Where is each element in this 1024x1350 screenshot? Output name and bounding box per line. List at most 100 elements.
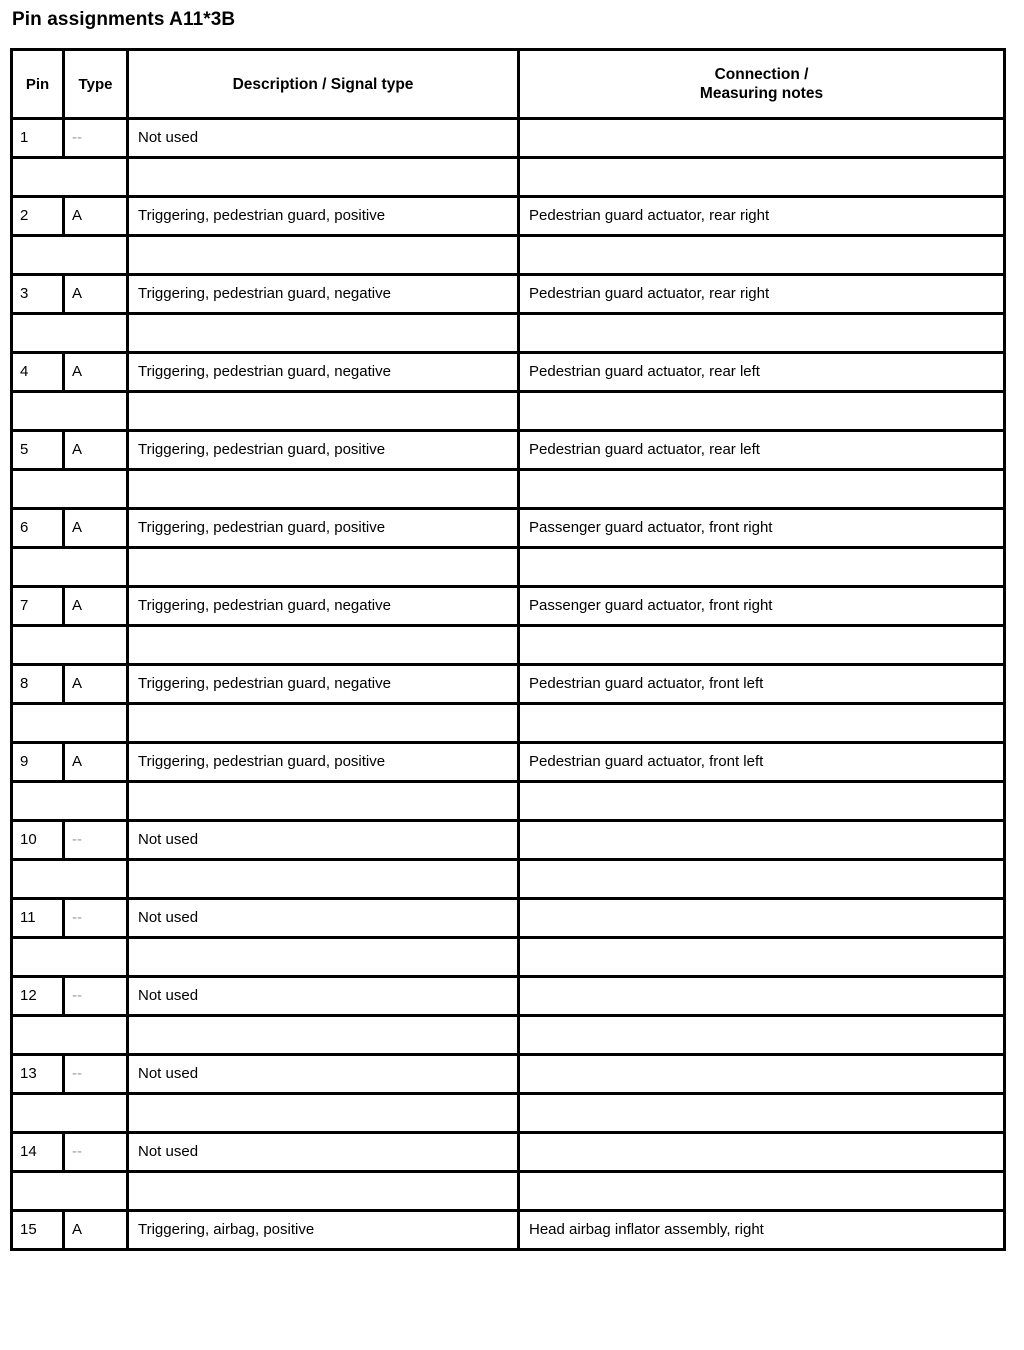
spacer-cell-pin-type: [10, 312, 129, 354]
cell-type: A: [62, 663, 129, 705]
cell-pin: 5: [10, 429, 65, 471]
spacer-cell-pin-type: [10, 156, 129, 198]
cell-connection: Pedestrian guard actuator, rear right: [517, 195, 1006, 237]
spacer-cell-description: [126, 156, 520, 198]
table-row: 6 A Triggering, pedestrian guard, positive…: [10, 507, 1006, 549]
cell-connection: Pedestrian guard actuator, rear left: [517, 351, 1006, 393]
table-spacer-row: [10, 858, 1006, 900]
cell-connection: [517, 819, 1006, 861]
spacer-cell-description: [126, 624, 520, 666]
spacer-cell-pin-type: [10, 468, 129, 510]
spacer-cell-connection: [517, 624, 1006, 666]
spacer-cell-pin-type: [10, 546, 129, 588]
cell-description: Triggering, pedestrian guard, negative: [126, 351, 520, 393]
spacer-cell-description: [126, 1170, 520, 1212]
table-row: 13 -- Not used: [10, 1053, 1006, 1095]
table-spacer-row: [10, 1092, 1006, 1134]
table-row: 7 A Triggering, pedestrian guard, negative…: [10, 585, 1006, 627]
cell-connection: Pedestrian guard actuator, front left: [517, 663, 1006, 705]
spacer-cell-pin-type: [10, 1092, 129, 1134]
table-spacer-row: [10, 780, 1006, 822]
spacer-cell-description: [126, 390, 520, 432]
cell-type: A: [62, 273, 129, 315]
spacer-cell-description: [126, 780, 520, 822]
spacer-cell-pin-type: [10, 702, 129, 744]
table-row: 5 A Triggering, pedestrian guard, positive…: [10, 429, 1006, 471]
cell-connection: [517, 1131, 1006, 1173]
spacer-cell-connection: [517, 390, 1006, 432]
cell-description: Triggering, pedestrian guard, positive: [126, 741, 520, 783]
spacer-cell-description: [126, 468, 520, 510]
cell-pin: 2: [10, 195, 65, 237]
cell-connection: [517, 897, 1006, 939]
cell-pin: 12: [10, 975, 65, 1017]
spacer-cell-pin-type: [10, 1014, 129, 1056]
table-row: 15 A Triggering, airbag, positive Head airb…: [10, 1209, 1006, 1251]
cell-pin: 14: [10, 1131, 65, 1173]
cell-pin: 10: [10, 819, 65, 861]
cell-type: A: [62, 351, 129, 393]
cell-type: A: [62, 429, 129, 471]
table-spacer-row: [10, 546, 1006, 588]
table-body: 1 -- Not used 2 A Triggering, pedestrian guar…: [10, 117, 1006, 1251]
cell-connection: [517, 1053, 1006, 1095]
cell-type: --: [62, 117, 129, 159]
spacer-cell-pin-type: [10, 936, 129, 978]
column-header-connection: Connection / Measuring notes: [517, 48, 1006, 120]
spacer-cell-connection: [517, 156, 1006, 198]
cell-connection: [517, 117, 1006, 159]
spacer-cell-connection: [517, 1170, 1006, 1212]
column-header-description: Description / Signal type: [126, 48, 520, 120]
cell-connection: Passenger guard actuator, front right: [517, 507, 1006, 549]
spacer-cell-pin-type: [10, 780, 129, 822]
spacer-cell-connection: [517, 312, 1006, 354]
table-spacer-row: [10, 234, 1006, 276]
table-spacer-row: [10, 1014, 1006, 1056]
table-row: 12 -- Not used: [10, 975, 1006, 1017]
spacer-cell-connection: [517, 702, 1006, 744]
spacer-cell-description: [126, 546, 520, 588]
cell-description: Triggering, pedestrian guard, negative: [126, 585, 520, 627]
cell-description: Not used: [126, 819, 520, 861]
table-row: 1 -- Not used: [10, 117, 1006, 159]
spacer-cell-pin-type: [10, 1170, 129, 1212]
cell-pin: 9: [10, 741, 65, 783]
cell-description: Triggering, pedestrian guard, positive: [126, 429, 520, 471]
spacer-cell-connection: [517, 858, 1006, 900]
cell-pin: 6: [10, 507, 65, 549]
spacer-cell-connection: [517, 936, 1006, 978]
table-spacer-row: [10, 156, 1006, 198]
table-spacer-row: [10, 312, 1006, 354]
cell-type: --: [62, 897, 129, 939]
cell-connection: [517, 975, 1006, 1017]
cell-pin: 7: [10, 585, 65, 627]
column-header-pin: Pin: [10, 48, 65, 120]
cell-connection: Pedestrian guard actuator, rear right: [517, 273, 1006, 315]
cell-description: Not used: [126, 1131, 520, 1173]
cell-description: Triggering, pedestrian guard, positive: [126, 507, 520, 549]
cell-pin: 3: [10, 273, 65, 315]
spacer-cell-description: [126, 702, 520, 744]
table-row: 9 A Triggering, pedestrian guard, positive…: [10, 741, 1006, 783]
table-spacer-row: [10, 936, 1006, 978]
table-row: 10 -- Not used: [10, 819, 1006, 861]
cell-type: --: [62, 975, 129, 1017]
spacer-cell-connection: [517, 468, 1006, 510]
table-spacer-row: [10, 468, 1006, 510]
spacer-cell-pin-type: [10, 234, 129, 276]
cell-description: Triggering, pedestrian guard, negative: [126, 663, 520, 705]
spacer-cell-connection: [517, 1014, 1006, 1056]
spacer-cell-description: [126, 234, 520, 276]
cell-description: Triggering, airbag, positive: [126, 1209, 520, 1251]
cell-type: A: [62, 507, 129, 549]
cell-type: A: [62, 1209, 129, 1251]
cell-description: Not used: [126, 117, 520, 159]
spacer-cell-description: [126, 312, 520, 354]
column-header-connection-line2: Measuring notes: [699, 85, 824, 102]
cell-description: Not used: [126, 1053, 520, 1095]
cell-type: A: [62, 585, 129, 627]
cell-description: Triggering, pedestrian guard, negative: [126, 273, 520, 315]
spacer-cell-connection: [517, 234, 1006, 276]
cell-pin: 8: [10, 663, 65, 705]
